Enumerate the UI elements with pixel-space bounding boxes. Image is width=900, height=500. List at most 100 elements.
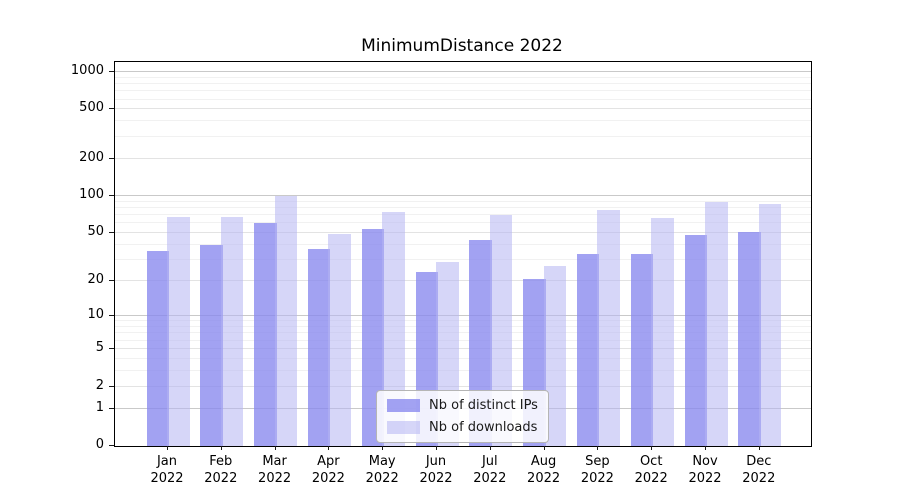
y-tick-label-20: 20 bbox=[87, 272, 104, 288]
y-tick-1 bbox=[109, 407, 114, 409]
bar-downloads-oct bbox=[651, 217, 674, 446]
chart-title: MinimumDistance 2022 bbox=[361, 36, 563, 56]
x-tick-label-dec: Dec 2022 bbox=[742, 454, 776, 486]
bar-downloads-may bbox=[382, 211, 405, 446]
y-tick-label-10: 10 bbox=[87, 307, 104, 323]
y-tick-500 bbox=[109, 108, 114, 110]
bar-distinct-ips-oct bbox=[630, 253, 654, 446]
gridline-9 bbox=[115, 320, 811, 322]
y-tick-label-50: 50 bbox=[87, 224, 104, 240]
x-tick-dec bbox=[758, 446, 760, 450]
bar-downloads-jan bbox=[167, 216, 190, 446]
y-tick-label-200: 200 bbox=[79, 149, 104, 165]
gridline-8 bbox=[115, 326, 811, 327]
y-tick-5 bbox=[109, 348, 114, 349]
x-tick-label-jul: Jul 2022 bbox=[473, 454, 507, 486]
x-tick-feb bbox=[220, 446, 222, 450]
gridline-500 bbox=[115, 108, 811, 110]
bar-distinct-ips-feb bbox=[200, 244, 223, 446]
x-tick-label-may: May 2022 bbox=[365, 454, 399, 486]
legend: Nb of distinct IPs Nb of downloads bbox=[376, 390, 549, 443]
bar-distinct-ips-jan bbox=[146, 250, 169, 446]
legend-label: Nb of distinct IPs bbox=[429, 398, 538, 413]
gridline-300 bbox=[115, 135, 811, 137]
x-tick-mar bbox=[274, 446, 276, 450]
bar-downloads-sep bbox=[597, 210, 620, 446]
bar-downloads-dec bbox=[758, 203, 782, 446]
gridline-600 bbox=[115, 98, 811, 100]
bar-downloads-aug bbox=[543, 265, 567, 446]
x-tick-label-feb: Feb 2022 bbox=[204, 454, 238, 486]
gridline-90 bbox=[115, 200, 811, 202]
gridline-3 bbox=[115, 369, 811, 371]
x-tick-label-jun: Jun 2022 bbox=[419, 454, 453, 486]
legend-item-downloads: Nb of downloads bbox=[387, 420, 538, 435]
x-tick-may bbox=[382, 446, 384, 450]
x-tick-oct bbox=[651, 446, 653, 450]
gridline-6 bbox=[115, 339, 811, 341]
x-tick-label-mar: Mar 2022 bbox=[258, 454, 292, 486]
gridline-20 bbox=[115, 280, 811, 282]
legend-swatch-downloads bbox=[387, 421, 420, 434]
gridline-5 bbox=[115, 348, 811, 349]
y-tick-label-1000: 1000 bbox=[70, 62, 104, 78]
bar-distinct-ips-nov bbox=[684, 235, 707, 446]
y-tick-label-5: 5 bbox=[95, 340, 104, 355]
gridline-100 bbox=[115, 195, 811, 197]
y-tick-label-2: 2 bbox=[95, 377, 104, 393]
gridline-10 bbox=[115, 315, 811, 317]
x-tick-label-nov: Nov 2022 bbox=[688, 454, 722, 486]
bar-downloads-nov bbox=[705, 201, 728, 446]
y-tick-label-100: 100 bbox=[79, 187, 104, 203]
bar-distinct-ips-dec bbox=[738, 232, 761, 446]
y-tick-label-1: 1 bbox=[95, 399, 104, 415]
gridline-70 bbox=[115, 214, 811, 216]
bar-distinct-ips-mar bbox=[254, 223, 277, 446]
gridline-700 bbox=[115, 90, 811, 92]
x-tick-label-apr: Apr 2022 bbox=[311, 454, 345, 486]
gridline-200 bbox=[115, 157, 811, 159]
gridline-50 bbox=[115, 232, 811, 234]
legend-swatch-distinct-ips bbox=[387, 399, 420, 412]
bar-downloads-mar bbox=[274, 195, 298, 446]
gridline-4 bbox=[115, 357, 811, 359]
y-tick-20 bbox=[109, 280, 114, 282]
legend-item-distinct-ips: Nb of distinct IPs bbox=[387, 398, 538, 413]
x-tick-jul bbox=[489, 446, 491, 450]
x-tick-nov bbox=[705, 446, 706, 450]
gridline-30 bbox=[115, 259, 811, 260]
y-tick-10 bbox=[109, 315, 114, 317]
y-tick-2 bbox=[109, 385, 114, 387]
x-tick-aug bbox=[543, 446, 545, 450]
x-tick-jun bbox=[436, 446, 437, 450]
gridline-900 bbox=[115, 76, 811, 78]
gridline-60 bbox=[115, 222, 811, 224]
gridline-2 bbox=[115, 385, 811, 387]
y-tick-0 bbox=[109, 445, 114, 446]
bar-downloads-feb bbox=[220, 216, 244, 446]
x-tick-sep bbox=[597, 446, 599, 450]
gridline-7 bbox=[115, 332, 811, 334]
y-tick-label-500: 500 bbox=[79, 100, 104, 116]
y-tick-100 bbox=[109, 195, 114, 197]
bar-downloads-apr bbox=[328, 234, 351, 446]
gridline-400 bbox=[115, 120, 811, 122]
x-tick-apr bbox=[328, 446, 330, 450]
gridline-40 bbox=[115, 243, 811, 245]
gridline-80 bbox=[115, 207, 811, 208]
x-tick-label-sep: Sep 2022 bbox=[580, 454, 614, 486]
x-tick-jan bbox=[167, 446, 168, 450]
y-tick-1000 bbox=[109, 70, 114, 72]
x-tick-label-oct: Oct 2022 bbox=[634, 454, 668, 486]
x-tick-label-jan: Jan 2022 bbox=[150, 454, 184, 486]
legend-label: Nb of downloads bbox=[429, 420, 538, 435]
bar-distinct-ips-apr bbox=[307, 249, 331, 446]
y-tick-label-0: 0 bbox=[95, 437, 104, 452]
gridline-800 bbox=[115, 82, 811, 84]
y-tick-50 bbox=[109, 232, 114, 234]
bar-distinct-ips-sep bbox=[576, 253, 600, 446]
gridline-1000 bbox=[115, 70, 811, 72]
y-tick-200 bbox=[109, 157, 114, 159]
x-tick-label-aug: Aug 2022 bbox=[527, 454, 561, 486]
